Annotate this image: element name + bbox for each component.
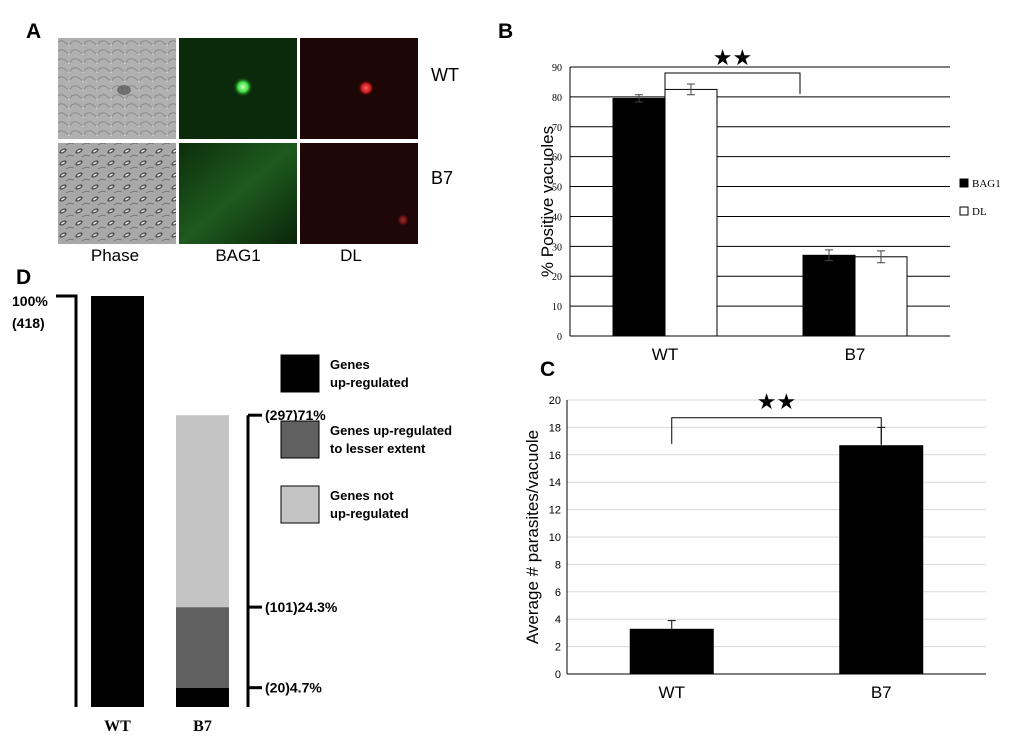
tick-label-c: 4	[555, 614, 561, 626]
legend-swatch-d	[280, 485, 320, 524]
tick-label-b: 30	[552, 242, 562, 253]
category-label-c: WT	[659, 683, 685, 702]
tick-label-b: 0	[557, 332, 562, 343]
bar-b-bag1-wt	[612, 97, 666, 337]
row-label-wt: WT	[431, 65, 459, 85]
legend-label-b: DL	[972, 206, 987, 218]
right-annotation-d: (20)4.7%	[265, 680, 322, 696]
bar-d-b7-segment-0	[176, 687, 229, 707]
category-label-b: B7	[845, 345, 866, 364]
legend-swatch-b	[959, 206, 969, 216]
chart-d: WT B7 100% (418) (297)71% (101)24.3% (20)4.7% G…	[12, 293, 452, 735]
col-label-dl: DL	[340, 246, 362, 265]
legend-label-d: Genes not	[330, 488, 394, 503]
bar-c-wt	[629, 628, 714, 674]
micrograph-b7-bag1	[179, 143, 297, 244]
panel-b-letter: B	[498, 20, 514, 43]
tick-label-c: 18	[549, 422, 561, 434]
error-bar-b	[687, 83, 695, 96]
tick-label-c: 20	[549, 395, 561, 407]
legend-swatch-d	[280, 420, 320, 459]
tick-label-b: 20	[552, 272, 562, 283]
col-label-bag1: BAG1	[215, 246, 261, 265]
tick-label-b: 70	[552, 123, 562, 134]
legend-label-d: to lesser extent	[330, 441, 426, 456]
row-label-b7: B7	[431, 168, 454, 188]
legend-label-b: BAG1	[972, 178, 1001, 190]
panel-d-letter: D	[16, 266, 32, 289]
left-bracket-d	[56, 294, 78, 707]
tick-label-b: 60	[552, 153, 562, 164]
error-bar-b	[877, 250, 885, 264]
micrograph-b7-dl	[300, 143, 418, 244]
right-annotation-d: (101)24.3%	[265, 599, 338, 615]
tick-label-c: 8	[555, 559, 561, 571]
legend-swatch-b	[959, 178, 969, 188]
error-bar-b	[825, 249, 833, 262]
bar-d-b7-segment-1	[176, 607, 229, 688]
tick-label-c: 16	[549, 450, 561, 462]
tick-label-b: 80	[552, 93, 562, 104]
y-axis-label-b: % Positive vacuoles	[538, 126, 557, 277]
bar-b-dl-wt	[664, 88, 718, 337]
panel-a-letter: A	[26, 20, 42, 43]
category-label-b: WT	[652, 345, 678, 364]
significance-stars-c: ★★	[757, 389, 796, 414]
bar-b-bag1-b7	[802, 254, 856, 337]
tick-label-c: 6	[555, 587, 561, 599]
micrograph-b7-phase	[58, 143, 176, 244]
significance-bracket-b	[664, 72, 801, 109]
micrograph-wt-phase	[58, 38, 176, 139]
tick-label-c: 2	[555, 642, 561, 654]
tick-label-c: 10	[549, 532, 561, 544]
bar-d-wt-segment-0	[91, 296, 144, 707]
category-label-d: WT	[104, 718, 131, 735]
bar-b-dl-b7	[854, 256, 908, 337]
significance-stars-b: ★★	[713, 45, 752, 70]
micrograph-grid	[58, 38, 418, 244]
tick-label-c: 0	[555, 669, 561, 681]
left-annotation-d: 100%	[12, 293, 48, 309]
category-label-d: B7	[193, 718, 212, 735]
y-axis-label-c: Average # parasites/vacuole	[523, 430, 542, 644]
category-label-c: B7	[871, 683, 892, 702]
panel-c-letter: C	[540, 358, 556, 381]
left-annotation-d: (418)	[12, 315, 45, 331]
error-bar-b	[635, 94, 643, 103]
tick-label-b: 40	[552, 212, 562, 223]
right-annotation-d: (297)71%	[265, 407, 326, 423]
bar-c-b7	[839, 445, 924, 674]
tick-label-b: 90	[552, 63, 562, 74]
tick-label-c: 14	[549, 477, 561, 489]
tick-label-c: 12	[549, 505, 561, 517]
legend-swatch-d	[280, 354, 320, 393]
tick-label-b: 50	[552, 183, 562, 194]
chart-b: 0 10 20 30 40 50 60 70 80 90 WT B7 % Positive vacuol…	[538, 45, 1001, 364]
legend-label-d: Genes	[330, 357, 370, 372]
error-bar-c	[667, 620, 676, 629]
legend-label-d: up-regulated	[330, 506, 409, 521]
col-label-phase: Phase	[90, 246, 140, 265]
tick-label-b: 10	[552, 302, 562, 313]
significance-bracket-c	[671, 417, 882, 444]
bar-d-b7-segment-2	[176, 415, 229, 608]
chart-c: 0 2 4 6 8 10 12 14 16 18 20 WT B7 Average # parasites…	[523, 389, 986, 702]
legend-label-d: up-regulated	[330, 375, 409, 390]
legend-label-d: Genes up-regulated	[330, 423, 452, 438]
